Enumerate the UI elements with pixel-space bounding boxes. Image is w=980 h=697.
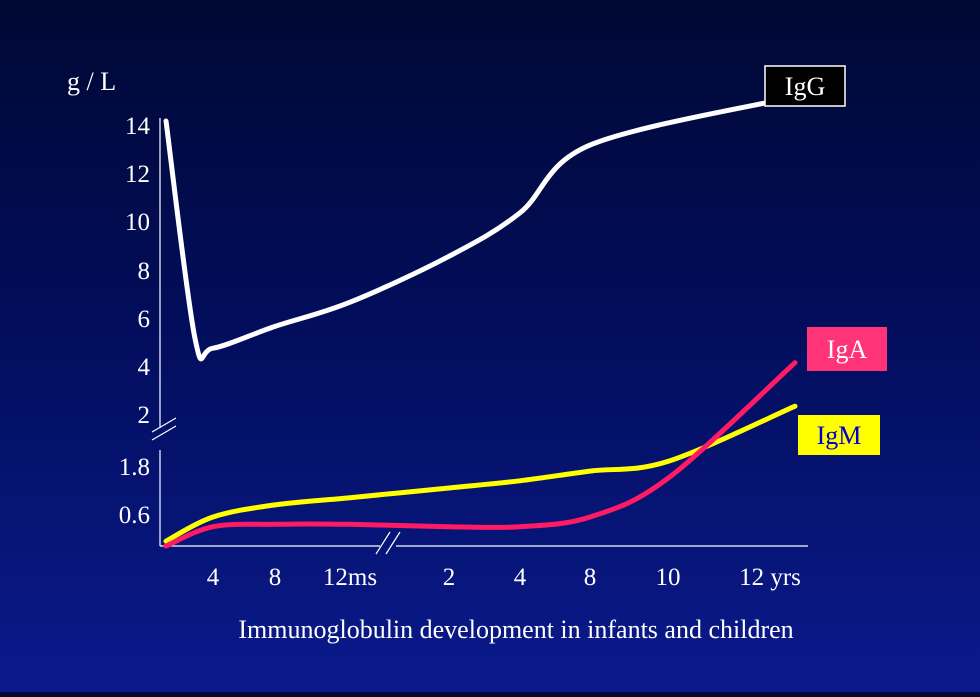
- legend-box-iga: [807, 327, 887, 371]
- y-tick-label: 8: [138, 258, 151, 285]
- y-tick-label: 14: [125, 113, 151, 140]
- y-tick-label: 0.6: [119, 502, 150, 529]
- labels: g / L 0.6 1.8 2 4 6 8 10 12 14 4 8 12ms 2 4 8 10 12 yrs Im…: [67, 65, 887, 644]
- legend-box-igg: [764, 65, 846, 107]
- legend-text-igm: IgM: [817, 421, 862, 450]
- x-tick-label: 2: [443, 564, 456, 591]
- x-axis-break-mark: [375, 531, 401, 555]
- legend-label-igm: IgM: [798, 415, 880, 455]
- legend-box-igm: [798, 415, 880, 455]
- legend-label-igg: IgG: [764, 65, 846, 107]
- y-tick-label: 12: [125, 161, 150, 188]
- y-tick-label: 10: [125, 209, 150, 236]
- y-unit-label: g / L: [67, 67, 116, 96]
- legend-label-iga: IgA: [807, 327, 887, 371]
- y-tick-label: 6: [138, 306, 151, 333]
- series-curves: [163, 94, 798, 549]
- series-iga-line: [163, 360, 798, 549]
- y-tick-label: 2: [138, 402, 151, 429]
- x-tick-label: 8: [269, 564, 282, 591]
- chart-caption: Immunoglobulin development in infants an…: [238, 615, 793, 644]
- y-tick-label: 1.8: [119, 454, 150, 481]
- x-tick-label: 10: [656, 564, 681, 591]
- y-tick-label: 4: [138, 354, 151, 381]
- x-tick-label: 12ms: [323, 564, 377, 591]
- x-tick-label: 12 yrs: [739, 564, 801, 591]
- x-tick-label: 4: [207, 564, 220, 591]
- legend-text-iga: IgA: [827, 335, 868, 364]
- series-igg-line: [163, 94, 798, 362]
- x-tick-label: 8: [584, 564, 597, 591]
- legend-text-igg: IgG: [785, 72, 825, 101]
- x-tick-label: 4: [514, 564, 527, 591]
- y-axis-break-mark: [151, 417, 177, 441]
- axes: [151, 118, 808, 555]
- series-igm-line: [163, 403, 798, 544]
